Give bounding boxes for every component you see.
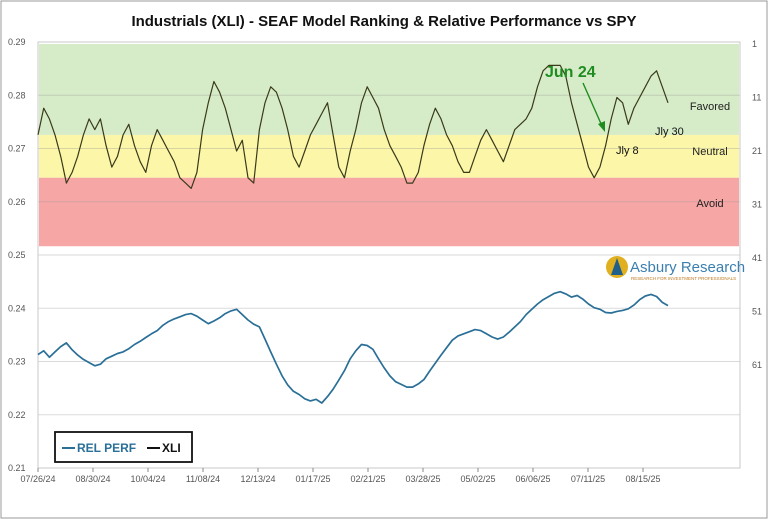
left-tick-label: 0.27 [8, 144, 26, 154]
zone-label-neutral: Neutral [692, 146, 727, 158]
x-axis-ticks: 07/26/24 08/30/24 10/04/24 11/08/24 12/13/24… [20, 468, 661, 484]
logo-triangle-icon [611, 258, 623, 275]
series-line-rel-perf [37, 290, 669, 404]
series-lines [37, 64, 669, 404]
left-tick-label: 0.23 [8, 357, 26, 367]
rating-zones [39, 44, 739, 247]
logo-wordmark: Asbury Research [630, 259, 745, 276]
left-axis-ticks: 0.21 0.22 0.23 0.24 0.25 0.26 0.27 0.28 0.29 [8, 37, 26, 473]
legend: REL PERF XLI [54, 431, 193, 463]
plot-area-frame [37, 41, 741, 469]
left-tick-label: 0.28 [8, 90, 26, 100]
legend-label-xli: XLI [162, 441, 181, 455]
annotations: Jun 24 Jly 8 Jly 30 [545, 64, 684, 157]
annotation-jly-8: Jly 8 [616, 145, 639, 157]
x-tick-label: 05/02/25 [460, 474, 495, 484]
x-tick-label: 02/21/25 [350, 474, 385, 484]
series-line-xli [37, 64, 669, 189]
zone-favored [39, 44, 739, 135]
chart-title: Industrials (XLI) - SEAF Model Ranking &… [131, 13, 636, 30]
x-tick-label: 03/28/25 [405, 474, 440, 484]
right-tick-label: 1 [752, 39, 757, 49]
x-tick-label: 12/13/24 [240, 474, 275, 484]
left-tick-label: 0.26 [8, 197, 26, 207]
annotation-jun-24: Jun 24 [545, 64, 596, 81]
legend-label-rel-perf: REL PERF [77, 441, 136, 455]
legend-box [54, 431, 193, 463]
x-tick-label: 08/15/25 [625, 474, 660, 484]
right-tick-label: 21 [752, 146, 762, 156]
x-tick-label: 07/11/25 [571, 474, 605, 484]
x-tick-label: 06/06/25 [515, 474, 550, 484]
x-tick-label: 01/17/25 [295, 474, 330, 484]
x-tick-label: 08/30/24 [75, 474, 110, 484]
zone-avoid [39, 177, 739, 247]
left-tick-label: 0.24 [8, 303, 26, 313]
annotation-arrow-line [582, 82, 603, 127]
annotation-jly-30: Jly 30 [655, 126, 684, 138]
zone-label-avoid: Avoid [696, 198, 723, 210]
zone-labels: Favored Neutral Avoid [690, 101, 730, 210]
x-tick-label: 07/26/24 [20, 474, 55, 484]
left-tick-label: 0.21 [8, 463, 26, 473]
logo-tagline: RESEARCH FOR INVESTMENT PROFESSIONALS [631, 276, 736, 281]
x-tick-label: 11/08/24 [186, 474, 220, 484]
asbury-research-logo: Asbury Research RESEARCH FOR INVESTMENT … [606, 256, 745, 281]
right-tick-label: 41 [752, 253, 762, 263]
right-tick-label: 11 [752, 93, 761, 103]
right-tick-label: 31 [752, 200, 762, 210]
annotation-arrow-head [598, 121, 605, 132]
left-tick-label: 0.29 [8, 37, 26, 47]
right-tick-label: 61 [752, 360, 762, 370]
right-tick-label: 51 [752, 307, 762, 317]
zone-label-favored: Favored [690, 101, 730, 113]
left-tick-label: 0.25 [8, 250, 26, 260]
left-tick-label: 0.22 [8, 410, 26, 420]
x-tick-label: 10/04/24 [130, 474, 165, 484]
